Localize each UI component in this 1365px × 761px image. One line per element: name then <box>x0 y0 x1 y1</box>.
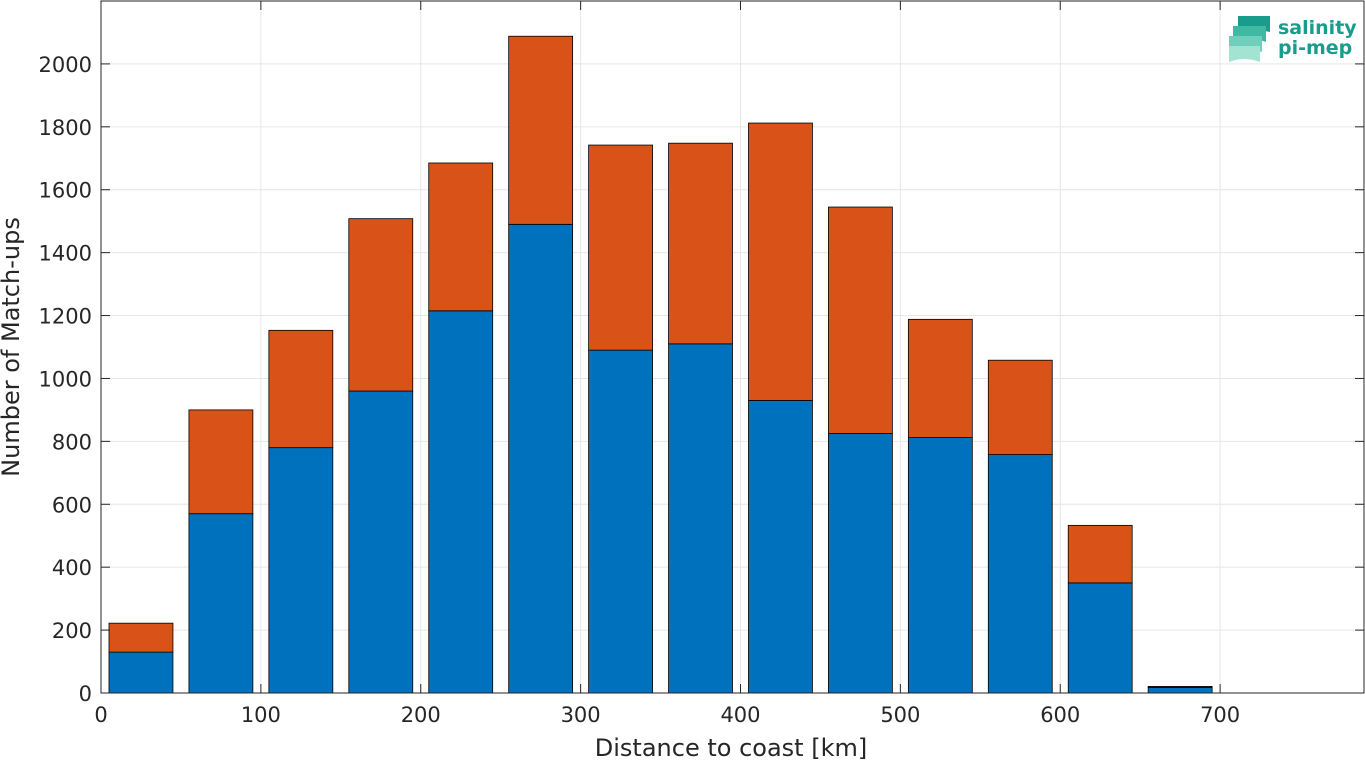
x-tick-label: 300 <box>561 703 601 727</box>
bar-series-1-bin-8 <box>668 343 733 694</box>
bar-series-2-bin-4 <box>348 218 414 392</box>
logo: salinity pi-mep <box>1229 16 1357 62</box>
bar-series-2-bin-5 <box>428 162 494 312</box>
y-tick-label: 1600 <box>39 179 92 203</box>
bar-series-1-bin-2 <box>188 513 254 694</box>
bar-series-1-bin-4 <box>348 390 414 694</box>
bar-series-1-bin-6 <box>508 223 574 694</box>
ticks: 0 100 200 300 400 500 600 700 0 200 400 600 800 1000 1… <box>39 1 1364 727</box>
bar-series-1-bin-10 <box>828 433 893 694</box>
bar-series-2-bin-13 <box>1067 524 1133 584</box>
y-tick-label: 1400 <box>39 242 92 266</box>
bar-series-1-bin-1 <box>108 651 174 694</box>
bar-series-1-bin-7 <box>588 349 653 694</box>
x-tick-label: 0 <box>94 703 107 727</box>
bar-series-2-bin-3 <box>268 329 334 449</box>
y-tick-label: 400 <box>52 556 92 580</box>
y-tick-label: 1200 <box>39 305 92 329</box>
x-tick-label: 100 <box>241 703 281 727</box>
bar-series-2-bin-12 <box>987 359 1053 455</box>
bar-series-1-bin-9 <box>748 400 813 694</box>
bar-series-2-bin-10 <box>828 206 893 434</box>
x-tick-label: 200 <box>401 703 441 727</box>
bar-series-2-bin-9 <box>748 122 813 401</box>
bar-series-1-bin-13 <box>1067 582 1133 694</box>
bar-series-1-bin-3 <box>268 447 334 694</box>
y-tick-label: 600 <box>52 493 92 517</box>
bar-series-2-bin-14 <box>1147 685 1213 688</box>
y-tick-label: 800 <box>52 430 92 454</box>
bar-series-2-bin-8 <box>668 142 733 345</box>
bar-series-2-bin-2 <box>188 409 254 515</box>
bar-series-1-bin-14 <box>1147 686 1213 694</box>
bar-series-2-bin-1 <box>108 622 174 653</box>
bar-series-1-bin-12 <box>987 454 1053 694</box>
x-tick-label: 700 <box>1200 703 1240 727</box>
bar-series-1-bin-5 <box>428 310 494 694</box>
wave-layers-icon <box>1229 16 1270 62</box>
logo-line-1: salinity <box>1278 17 1357 39</box>
y-tick-label: 1800 <box>39 116 92 140</box>
y-tick-label: 0 <box>79 682 92 706</box>
x-tick-label: 500 <box>880 703 920 727</box>
y-tick-label: 200 <box>52 619 92 643</box>
bars <box>108 35 1213 694</box>
bar-series-2-bin-6 <box>508 35 574 225</box>
plot-frame <box>100 0 1365 694</box>
bar-series-1-bin-11 <box>907 437 973 694</box>
logo-line-2: pi-mep <box>1278 37 1352 59</box>
y-tick-label: 1000 <box>39 367 92 391</box>
y-axis-label: Number of Match-ups <box>0 217 25 477</box>
bar-series-2-bin-7 <box>588 144 653 351</box>
y-tick-label: 2000 <box>39 53 92 77</box>
x-tick-label: 600 <box>1040 703 1080 727</box>
x-tick-label: 400 <box>720 703 760 727</box>
x-axis-label: Distance to coast [km] <box>595 734 867 761</box>
bar-series-2-bin-11 <box>907 318 973 438</box>
